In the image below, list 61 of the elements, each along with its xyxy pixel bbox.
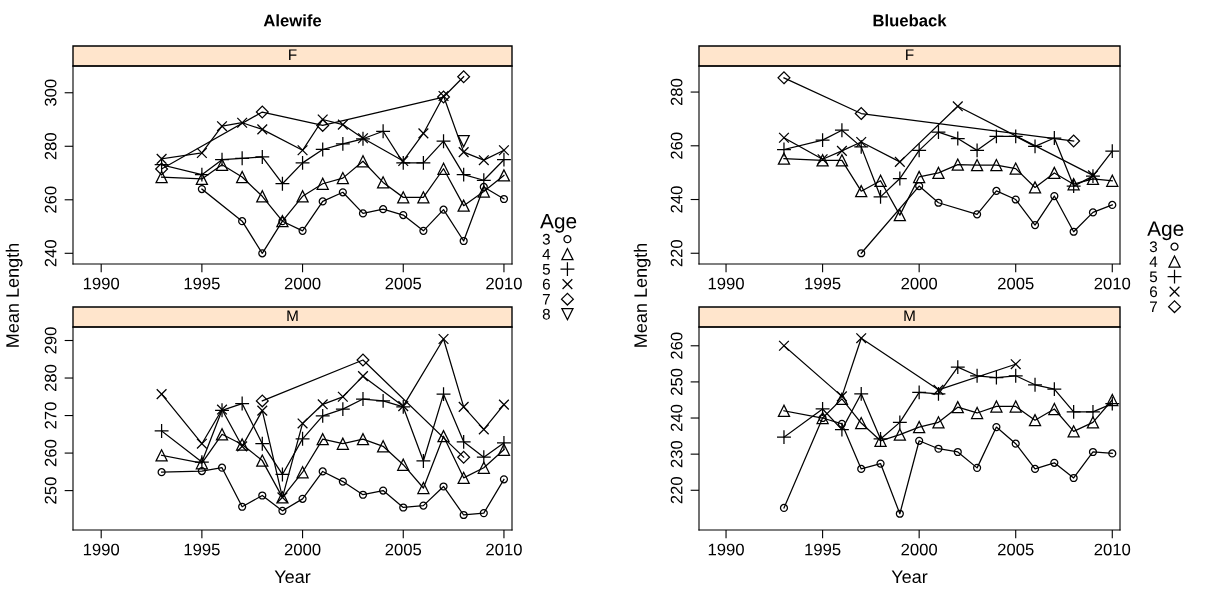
y-tick-label: 250 — [44, 477, 57, 504]
y-tick-label: 270 — [44, 402, 57, 429]
x-tick-label: 2010 — [1094, 277, 1131, 290]
x-tick-label: 1990 — [708, 277, 744, 290]
x-tick-label: 2000 — [284, 277, 321, 290]
chart-title: Blueback — [873, 14, 947, 27]
y-tick-label: 280 — [670, 78, 683, 106]
x-axis-title: Year — [891, 570, 928, 584]
y-tick-label: 260 — [670, 332, 683, 359]
y-tick-label: 280 — [44, 133, 57, 160]
x-tick-label: 2000 — [901, 543, 938, 556]
y-axis-title: Mean Length — [633, 243, 651, 347]
x-tick-label: 1995 — [184, 277, 220, 290]
y-tick-label: 240 — [670, 186, 683, 213]
x-tick-label: 1995 — [184, 543, 220, 556]
y-tick-label: 240 — [44, 240, 57, 267]
legend-label: 5 — [1149, 271, 1158, 283]
chart-subtitle: M — [904, 310, 915, 321]
x-tick-label: 2000 — [284, 543, 321, 556]
x-tick-label: 2010 — [486, 543, 522, 556]
legend-label: 3 — [542, 233, 550, 245]
legend-label: 6 — [542, 278, 550, 290]
x-tick-label: 2005 — [385, 277, 422, 290]
y-axis-title: Mean Length — [5, 243, 23, 347]
x-tick-label: 2000 — [901, 277, 938, 290]
y-tick-label: 260 — [670, 132, 683, 159]
y-tick-label: 280 — [44, 364, 57, 392]
legend-title: Age — [1147, 221, 1184, 241]
x-tick-label: 2005 — [385, 543, 422, 556]
legend-title: Age — [540, 214, 577, 233]
y-tick-label: 220 — [670, 240, 683, 267]
x-tick-label: 1995 — [805, 543, 841, 556]
y-tick-label: 290 — [44, 327, 57, 354]
y-tick-label: 300 — [44, 79, 57, 107]
x-tick-label: 2005 — [998, 277, 1034, 290]
chart-subtitle: M — [287, 310, 298, 321]
legend-label: 3 — [1149, 241, 1158, 253]
x-tick-label: 1990 — [83, 543, 120, 556]
x-tick-label: 1990 — [83, 277, 120, 290]
y-tick-label: 260 — [44, 439, 57, 467]
y-tick-label: 240 — [670, 404, 683, 432]
chart-subtitle: F — [906, 49, 914, 60]
y-tick-label: 230 — [670, 440, 683, 468]
y-tick-label: 250 — [670, 368, 683, 395]
x-tick-label: 1995 — [805, 277, 841, 290]
x-tick-label: 1990 — [708, 543, 744, 556]
legend-label: 4 — [542, 248, 551, 260]
x-axis-title: Year — [274, 570, 311, 584]
legend-label: 8 — [542, 308, 550, 320]
legend-label: 5 — [542, 263, 550, 275]
legend-label: 4 — [1149, 256, 1158, 267]
x-tick-label: 2010 — [486, 277, 522, 290]
chart-title: Alewife — [263, 14, 322, 27]
x-tick-label: 2010 — [1094, 543, 1131, 556]
legend-label: 7 — [542, 294, 550, 305]
legend-label: 6 — [1150, 286, 1158, 298]
x-tick-label: 2005 — [998, 543, 1034, 556]
y-tick-label: 260 — [44, 186, 57, 213]
chart-subtitle: F — [289, 49, 297, 60]
y-tick-label: 220 — [670, 477, 683, 504]
legend-label: 7 — [1150, 301, 1157, 313]
